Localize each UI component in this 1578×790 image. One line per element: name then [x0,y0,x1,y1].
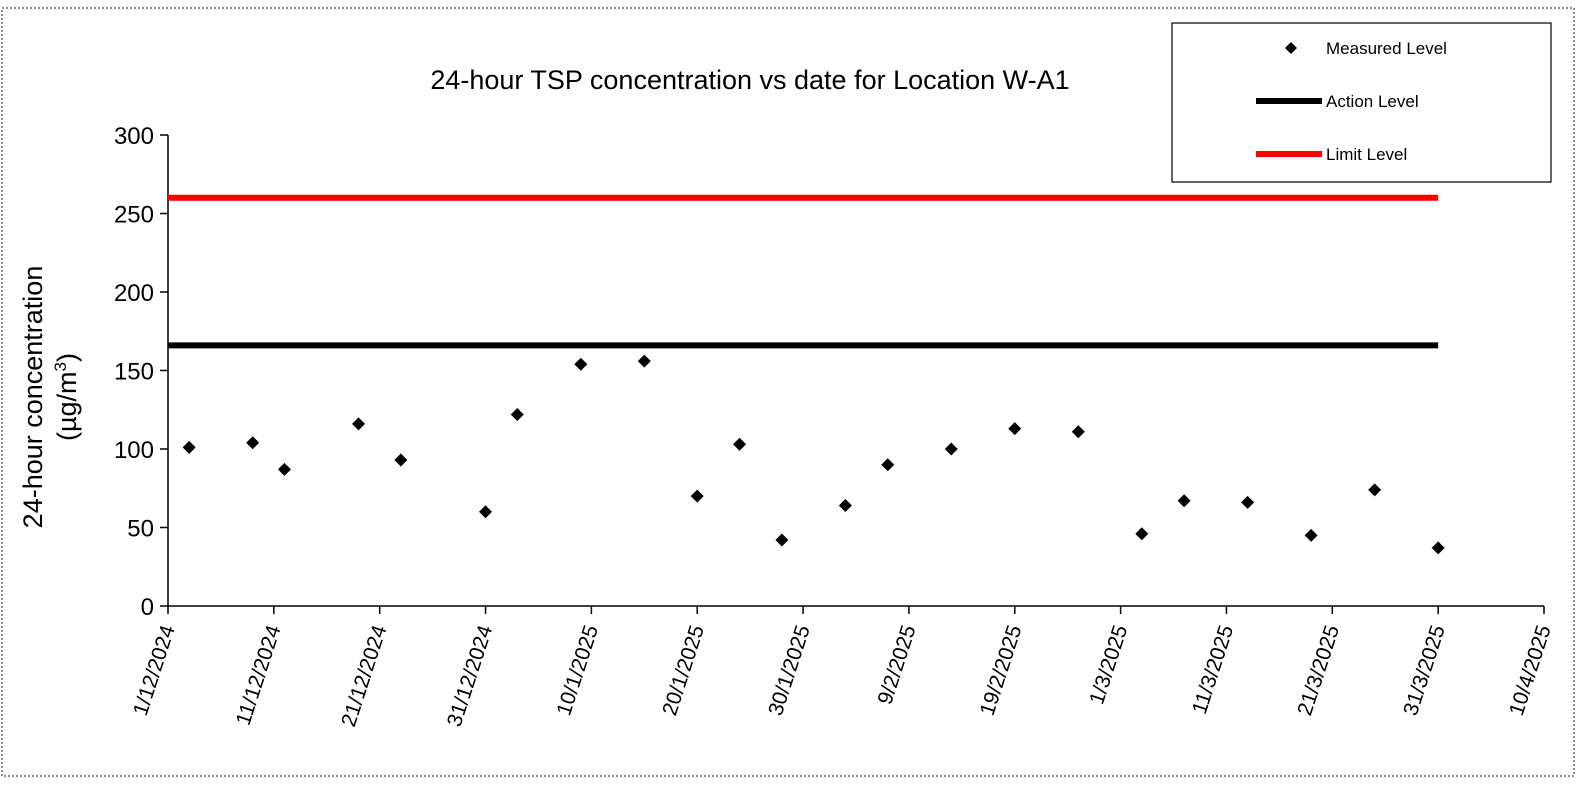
measured-level-point [1241,495,1255,509]
measured-level-point [637,354,651,368]
legend-marker-measured-level [1285,42,1297,54]
y-axis-unit-sup: 3 [51,362,70,371]
measured-level-point [510,407,524,421]
y-axis-label: 24-hour concentration (µg/m3) [18,266,82,529]
legend-box [1171,22,1552,183]
measured-level-point [775,533,789,547]
y-axis-label-line1: 24-hour concentration [18,266,48,529]
legend-label-measured-level: Measured Level [1326,39,1447,58]
measured-level-point [944,442,958,456]
y-tick-label: 50 [127,516,154,543]
y-tick-label: 200 [114,280,154,307]
legend-label-action-level: Action Level [1326,92,1419,111]
series-points [182,354,1445,555]
y-tick-label: 0 [141,594,154,621]
measured-level-point [838,499,852,513]
measured-level-point [690,489,704,503]
y-tick-label: 300 [114,123,154,150]
measured-level-point [394,453,408,467]
series-lines [168,194,1439,349]
y-ticks: 0 50 100 150 200 250 300 [114,123,168,621]
measured-level-point [1431,541,1445,555]
y-tick-label: 250 [114,202,154,229]
y-tick-label: 100 [114,437,154,464]
measured-level-point [246,436,260,450]
measured-level-point [1177,494,1191,508]
measured-level-point [1008,422,1022,436]
y-axis-label-line2: (µg/m3) [51,353,82,441]
y-axis-unit-suffix: ) [52,353,82,362]
measured-level-point [574,357,588,371]
chart-title: 24-hour TSP concentration vs date for Lo… [430,65,1069,95]
legend-items: Measured Level Action Level Limit Level [1256,39,1447,164]
measured-level-point [1368,483,1382,497]
measured-level-point [1071,425,1085,439]
measured-level-point [182,440,196,454]
measured-level-point [352,417,366,431]
measured-level-point [1135,527,1149,541]
legend-label-limit-level: Limit Level [1326,145,1407,164]
y-tick-label: 150 [114,359,154,386]
y-axis-unit-prefix: (µg/m [52,371,82,441]
measured-level-point [733,437,747,451]
measured-level-point [881,458,895,472]
measured-level-point [1304,528,1318,542]
measured-level-point [479,505,493,519]
measured-level-point [277,462,291,476]
legend: Measured Level Action Level Limit Level [1171,22,1552,183]
